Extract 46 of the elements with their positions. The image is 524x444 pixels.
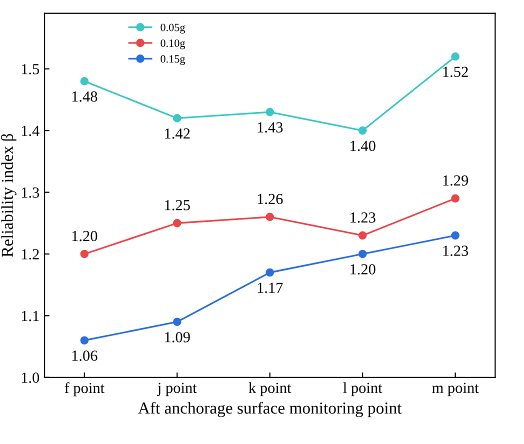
data-label: 1.42 [165,128,190,139]
point [172,218,182,228]
y-tick-label: 1.5 [22,64,40,74]
y-tick-label: 1.3 [22,187,40,198]
point [358,231,367,240]
data-label: 1.23 [350,212,376,223]
data-label: 1.40 [350,140,376,152]
data-label: 1.17 [258,282,283,294]
point [80,336,89,345]
data-label: 1.29 [443,175,468,186]
data-label: 1.48 [72,91,98,102]
x-tick-label: m point [432,382,479,396]
point [172,114,182,122]
x-axis-title: Aft anchorage surface monitoring point [138,402,402,418]
x-tick-label: l point [343,382,382,396]
data-label: 1.06 [72,350,98,361]
y-tick-label: 1.2 [22,249,39,260]
data-label: 1.25 [165,200,190,210]
data-label: 1.43 [258,122,283,133]
x-tick-label: f point [64,382,104,396]
y-tick-label: 1.4 [22,126,40,136]
legend-label: 0.05g [160,24,186,34]
data-label: 1.23 [443,246,468,256]
point [358,250,367,258]
y-tick-label: 1.1 [22,310,39,322]
point [451,194,460,203]
data-label: 1.09 [165,332,190,342]
point [451,52,460,61]
y-tick-label: 1.0 [22,372,40,383]
point [451,231,460,240]
data-label: 1.20 [350,264,376,275]
legend-label: 0.10g [160,39,186,50]
x-tick-label: k point [248,382,292,396]
legend-label: 0.15g [160,55,186,65]
point [80,250,89,258]
point [266,212,274,222]
point [266,108,274,116]
point [358,126,367,135]
y-axis-title: Reliability index β [1,134,16,257]
data-label: 1.26 [258,194,283,204]
data-label: 1.20 [72,230,98,242]
x-tick-label: j point [156,382,197,396]
data-label: 1.52 [443,66,468,78]
point [266,268,274,277]
point [172,318,182,326]
point [80,77,89,86]
